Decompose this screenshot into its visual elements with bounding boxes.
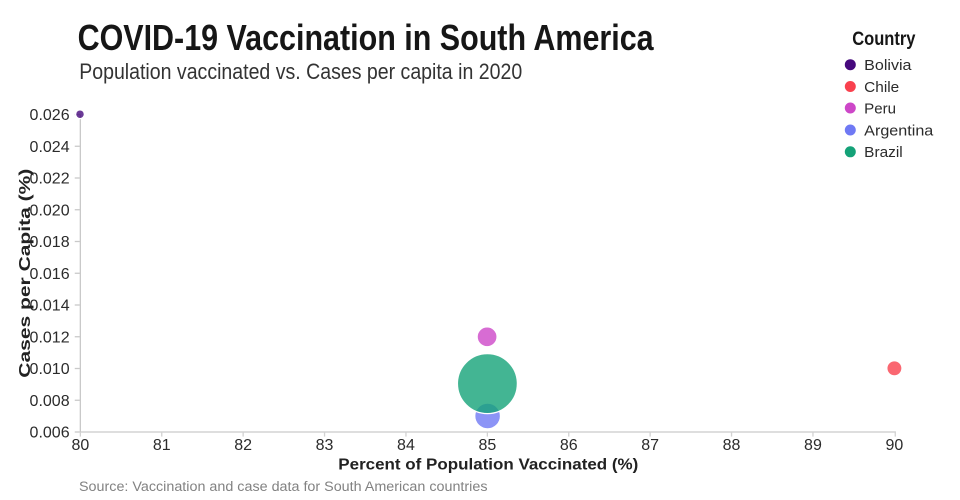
svg-text:0.022: 0.022: [30, 171, 70, 188]
svg-text:83: 83: [316, 437, 334, 454]
svg-text:0.008: 0.008: [30, 393, 70, 410]
svg-text:0.016: 0.016: [30, 266, 70, 283]
svg-text:0.010: 0.010: [30, 361, 70, 378]
svg-text:87: 87: [641, 437, 659, 454]
svg-text:Brazil: Brazil: [864, 144, 903, 161]
svg-text:COVID-19 Vaccination in South: COVID-19 Vaccination in South America: [78, 17, 655, 58]
svg-text:0.014: 0.014: [30, 298, 70, 315]
svg-text:80: 80: [71, 437, 89, 454]
svg-text:90: 90: [885, 437, 903, 454]
svg-text:Chile: Chile: [864, 79, 899, 96]
svg-text:Argentina: Argentina: [864, 122, 934, 139]
svg-text:81: 81: [153, 437, 171, 454]
svg-text:0.006: 0.006: [30, 425, 70, 442]
svg-text:Peru: Peru: [864, 100, 896, 117]
svg-text:0.024: 0.024: [30, 139, 70, 156]
svg-text:0.026: 0.026: [30, 107, 70, 124]
svg-text:82: 82: [234, 437, 252, 454]
svg-text:0.012: 0.012: [30, 329, 70, 346]
svg-text:0.020: 0.020: [30, 202, 70, 219]
svg-text:Bolivia: Bolivia: [864, 57, 912, 74]
svg-text:85: 85: [478, 437, 496, 454]
svg-text:86: 86: [560, 437, 578, 454]
svg-text:Percent of Population Vaccinat: Percent of Population Vaccinated (%): [338, 457, 638, 474]
svg-text:Source: Vaccination and case d: Source: Vaccination and case data for So…: [79, 479, 488, 494]
svg-text:0.018: 0.018: [30, 234, 70, 251]
svg-text:Country: Country: [852, 29, 916, 50]
svg-text:Population vaccinated vs. Case: Population vaccinated vs. Cases per capi…: [79, 59, 522, 84]
svg-text:84: 84: [397, 437, 415, 454]
svg-text:Cases per Capita (%): Cases per Capita (%): [17, 169, 34, 378]
svg-text:88: 88: [723, 437, 741, 454]
svg-text:89: 89: [804, 437, 822, 454]
